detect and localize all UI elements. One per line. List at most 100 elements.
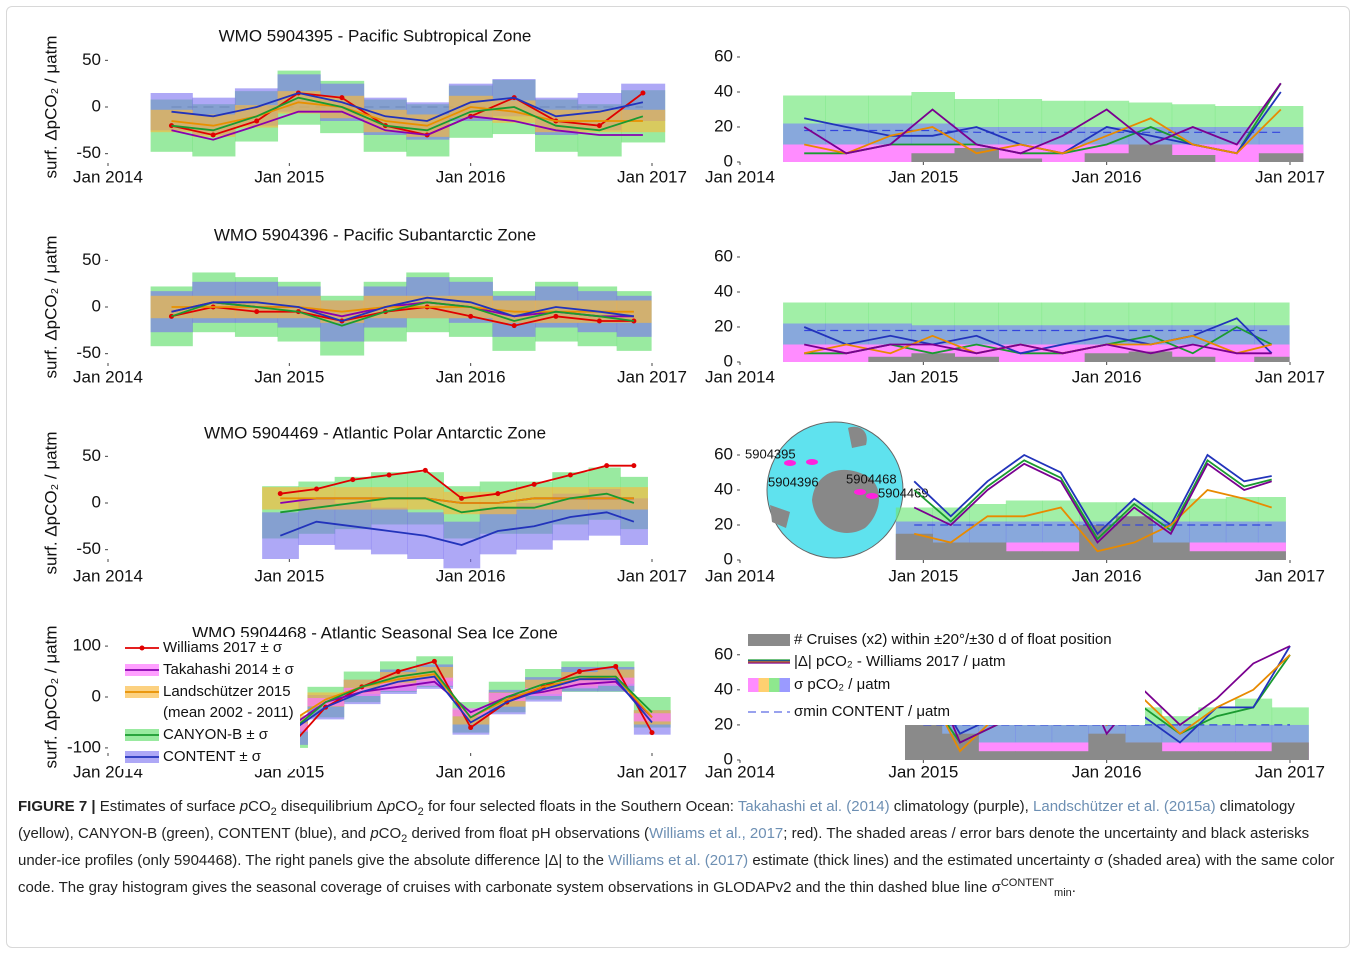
- y-tick-label: 0: [724, 549, 733, 568]
- caption-text: 2: [417, 806, 424, 818]
- series-point: [314, 486, 320, 492]
- legend-label: # Cruises (x2) within ±20°/±30 d of floa…: [794, 631, 1112, 648]
- y-axis-label: surf. ΔpCO₂ / μatm: [41, 236, 60, 379]
- y-tick-label: 50: [82, 250, 101, 269]
- x-tick-label: Jan 2017: [1255, 367, 1325, 386]
- x-tick-label: Jan 2014: [73, 367, 143, 386]
- cruise-bar: [1198, 751, 1236, 760]
- legend-label: |Δ| pCO₂ - Williams 2017 / μatm: [794, 653, 1006, 670]
- panel-title: WMO 5904469 - Atlantic Polar Antarctic Z…: [204, 423, 546, 442]
- y-tick-label: -50: [76, 343, 101, 362]
- caption-text: 2: [270, 806, 277, 818]
- series-line: [913, 462, 1272, 544]
- series-line: [171, 110, 643, 141]
- cruise-bar: [1161, 751, 1199, 760]
- cruise-bar: [1051, 751, 1089, 760]
- cruise-bar: [998, 158, 1043, 162]
- cruise-bar: [1088, 733, 1126, 760]
- legend-box: [745, 630, 1145, 725]
- series-point: [613, 663, 619, 669]
- x-tick-label: Jan 2017: [617, 762, 687, 781]
- y-tick-label: 0: [724, 351, 733, 370]
- series-line: [171, 92, 644, 122]
- caption-text: Estimates of surface: [95, 798, 240, 815]
- caption-text: estimate (thick lines) and the estimated…: [18, 852, 1335, 896]
- map-label: 5904469: [878, 485, 929, 500]
- caption-text: p: [386, 798, 396, 815]
- legend-symbol: [748, 678, 759, 692]
- x-tick-label: Jan 2015: [888, 566, 958, 585]
- x-tick-label: Jan 2015: [254, 566, 324, 585]
- y-axis-label: surf. ΔpCO₂ / μatm: [41, 626, 60, 769]
- cruise-bar: [1171, 155, 1216, 162]
- caption-text: Williams et al., 2017: [649, 825, 784, 842]
- figure-frame: [6, 6, 1350, 948]
- caption-text: ; red). The shaded areas / error bars de…: [18, 825, 1310, 869]
- series-point: [604, 463, 610, 469]
- series-point: [531, 481, 537, 487]
- panel-title: WMO 5904395 - Pacific Subtropical Zone: [219, 26, 532, 45]
- float-track: [866, 493, 878, 499]
- series-point: [254, 118, 260, 124]
- y-tick-label: 50: [82, 50, 101, 69]
- panel: WMO 5904468 - Atlantic Seasonal Sea Ice …: [41, 623, 686, 781]
- panel: 0 20 40 60 Jan 2014 Jan 2015 Jan 2016 Jan 2017 5…: [705, 421, 1325, 585]
- series-point: [596, 123, 602, 129]
- series-line: [922, 645, 1291, 744]
- y-tick-label: 40: [714, 679, 733, 698]
- caption-text: CO: [248, 798, 271, 815]
- legend-label: Takahashi 2014 ± σ: [163, 661, 295, 678]
- x-tick-label: Jan 2015: [888, 762, 958, 781]
- x-tick-label: Jan 2017: [1255, 566, 1325, 585]
- y-tick-label: 20: [714, 714, 733, 733]
- x-tick-label: Jan 2014: [705, 566, 775, 585]
- series-point: [576, 669, 582, 675]
- cruise-bar: [1254, 356, 1290, 362]
- series-line: [913, 458, 1272, 541]
- map-label: 5904468: [846, 471, 897, 486]
- series-point: [511, 323, 517, 329]
- caption-text: 2: [401, 833, 408, 845]
- cruise-bar: [1042, 551, 1080, 560]
- series-point: [468, 313, 474, 319]
- y-tick-label: 100: [73, 636, 101, 655]
- map-label: 5904395: [745, 446, 796, 461]
- caption: FIGURE 7 | Estimates of surface pCO2 dis…: [18, 796, 1338, 904]
- y-tick-label: 0: [724, 749, 733, 768]
- y-tick-label: 60: [714, 644, 733, 663]
- series-point: [431, 658, 437, 664]
- series-point: [210, 132, 216, 138]
- y-axis-label: surf. ΔpCO₂ / μatm: [41, 432, 60, 575]
- y-tick-label: 40: [714, 479, 733, 498]
- cruise-bar: [932, 542, 970, 560]
- caption-text: min: [1054, 887, 1072, 899]
- error-band: [633, 713, 671, 722]
- series-line: [171, 96, 644, 132]
- cruise-bar: [1189, 551, 1227, 560]
- cruise-bar: [868, 356, 912, 362]
- cruise-bar: [895, 533, 933, 560]
- y-tick-label: -100: [67, 737, 101, 756]
- series-point: [631, 463, 637, 469]
- y-tick-label: 0: [724, 151, 733, 170]
- x-tick-label: Jan 2014: [73, 167, 143, 186]
- x-tick-label: Jan 2017: [617, 167, 687, 186]
- y-tick-label: 60: [714, 246, 733, 265]
- y-tick-label: 60: [714, 46, 733, 65]
- legend-box: [120, 637, 300, 769]
- cruise-bar: [911, 153, 955, 162]
- x-tick-label: Jan 2015: [888, 367, 958, 386]
- panel: WMO 5904396 - Pacific Subantarctic Zone s…: [41, 225, 686, 386]
- x-tick-label: Jan 2014: [705, 367, 775, 386]
- panel: 0 20 40 60 Jan 2014 Jan 2015 Jan 2016 Jan 2017: [705, 246, 1325, 386]
- x-tick-label: Jan 2014: [705, 762, 775, 781]
- x-tick-label: Jan 2016: [1072, 167, 1142, 186]
- series-point: [422, 467, 428, 473]
- caption-text: disequilibrium Δ: [276, 798, 387, 815]
- y-axis-label: surf. ΔpCO₂ / μatm: [41, 36, 60, 179]
- series-line: [288, 675, 653, 734]
- caption-text: p: [370, 825, 379, 842]
- panel: 0 20 40 60 Jan 2014 Jan 2015 Jan 2016 Jan 2017 #…: [705, 630, 1325, 781]
- x-tick-label: Jan 2017: [617, 566, 687, 585]
- series-point: [468, 725, 474, 731]
